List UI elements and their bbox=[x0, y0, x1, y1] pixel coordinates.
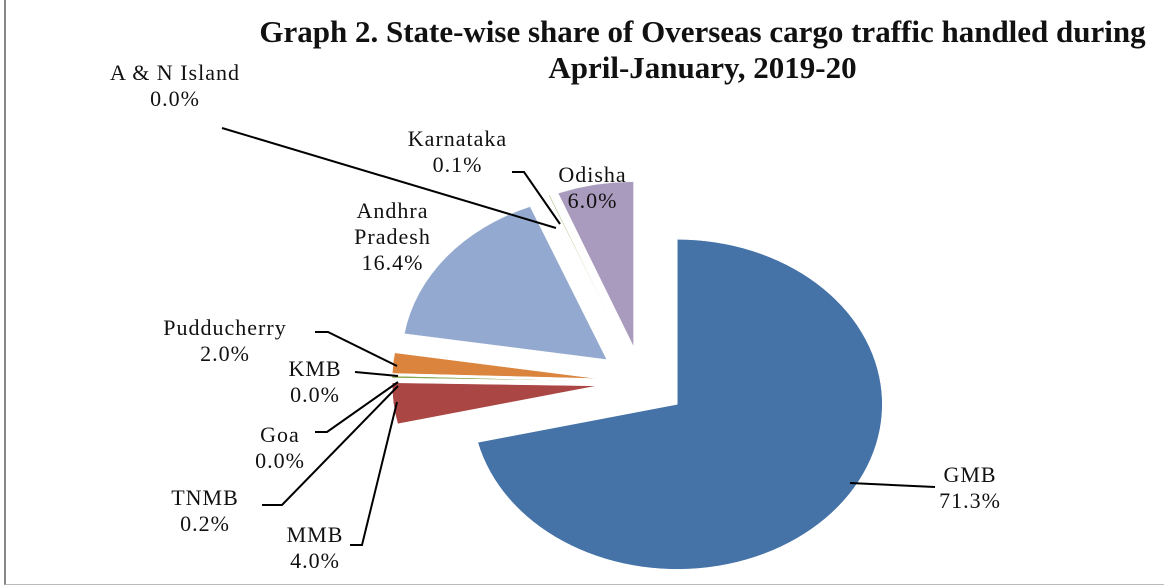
slice-value: 0.2% bbox=[180, 511, 230, 536]
slice-label: GMB 71.3% bbox=[915, 462, 1025, 514]
slice-label: Odisha 6.0% bbox=[540, 162, 645, 214]
slice-label: Andhra Pradesh 16.4% bbox=[330, 198, 455, 276]
slice-value: 2.0% bbox=[200, 341, 250, 366]
slice-label: TNMB 0.2% bbox=[150, 485, 260, 537]
slice-name: Pudducherry bbox=[163, 315, 287, 340]
pie-slice bbox=[477, 239, 883, 570]
pie-slice bbox=[392, 352, 598, 379]
chart-frame bbox=[4, 0, 1164, 585]
leader-line bbox=[354, 371, 399, 377]
slice-value: 0.1% bbox=[432, 152, 483, 177]
leader-line bbox=[262, 385, 399, 506]
slice-name: MMB bbox=[286, 522, 344, 547]
slice-name: KMB bbox=[288, 356, 342, 381]
leader-line bbox=[350, 401, 398, 546]
slice-value: 16.4% bbox=[361, 250, 424, 275]
slice-value: 0.0% bbox=[150, 86, 200, 111]
leader-line bbox=[315, 331, 398, 367]
slice-name: Karnataka bbox=[407, 126, 508, 151]
slice-label: MMB 4.0% bbox=[270, 522, 360, 574]
slice-value: 0.0% bbox=[255, 448, 305, 473]
slice-name: A & N Island bbox=[110, 60, 240, 85]
pie-slice bbox=[548, 194, 626, 349]
slice-name: TNMB bbox=[171, 485, 239, 510]
slice-value: 0.0% bbox=[290, 382, 340, 407]
pie-slice bbox=[557, 181, 634, 347]
leader-line bbox=[315, 381, 399, 433]
chart-title: Graph 2. State-wise share of Overseas ca… bbox=[259, 14, 1146, 85]
slice-label: A & N Island 0.0% bbox=[110, 60, 240, 112]
slice-value: 4.0% bbox=[290, 548, 340, 573]
slice-label: Goa 0.0% bbox=[245, 422, 315, 474]
leader-line bbox=[221, 127, 557, 229]
slice-label: KMB 0.0% bbox=[270, 356, 360, 408]
slice-name: GMB bbox=[943, 462, 997, 487]
leader-line bbox=[849, 482, 936, 488]
slice-name: Andhra Pradesh bbox=[354, 198, 431, 249]
pie-slice bbox=[392, 382, 598, 425]
slice-value: 71.3% bbox=[939, 488, 1001, 513]
leader-line bbox=[512, 171, 561, 225]
slice-name: Goa bbox=[260, 422, 300, 447]
slice-label: Pudducherry 2.0% bbox=[125, 315, 325, 367]
pie-slice bbox=[404, 206, 608, 360]
slice-value: 6.0% bbox=[567, 188, 618, 213]
slice-name: Odisha bbox=[558, 162, 627, 187]
slice-label: Karnataka 0.1% bbox=[385, 126, 530, 178]
